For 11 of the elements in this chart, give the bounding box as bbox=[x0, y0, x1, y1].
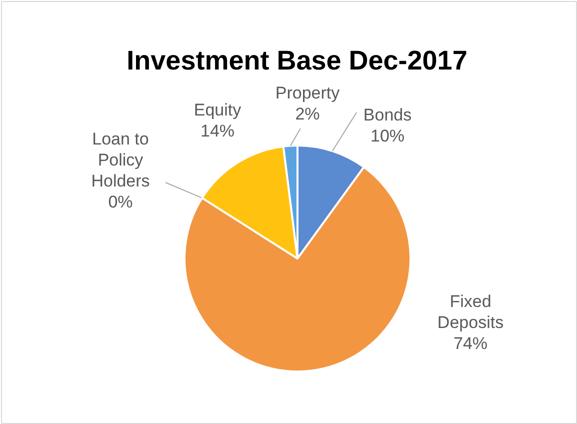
slice-label: Property bbox=[275, 84, 340, 102]
data-label: 10% bbox=[370, 126, 405, 146]
slice-label: Bonds bbox=[363, 106, 412, 124]
slice-label: Fixed Deposits bbox=[437, 292, 504, 332]
chart-title: Investment Base Dec-2017 bbox=[126, 46, 468, 76]
text: 0% bbox=[108, 192, 133, 212]
slice-label: Equity bbox=[194, 100, 242, 120]
data-label: 2% bbox=[295, 104, 320, 124]
data-label: 74% bbox=[453, 334, 488, 353]
data-label: 14% bbox=[200, 122, 235, 140]
category-label: Loan to Policy Holders bbox=[91, 130, 150, 190]
